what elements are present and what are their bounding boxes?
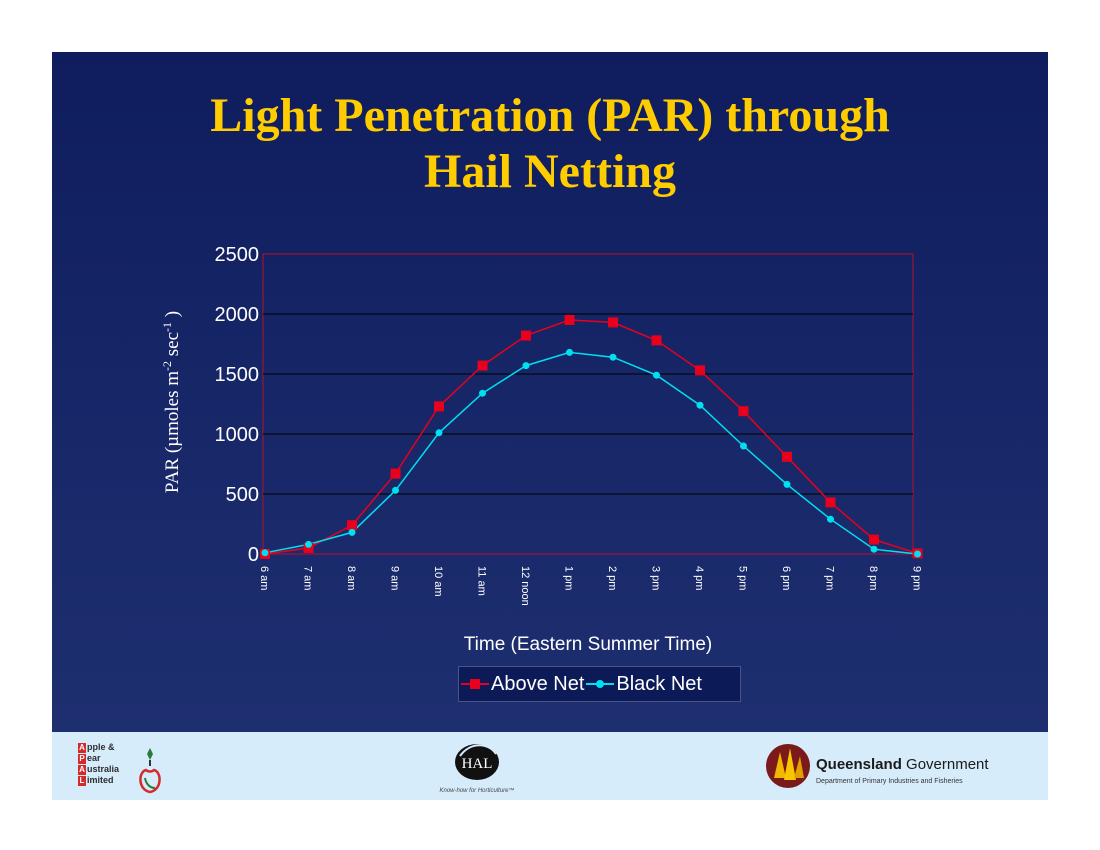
- legend-item-black-net: Black Net: [586, 673, 702, 696]
- data-point-black-net: [696, 401, 704, 409]
- data-point-above-net: [782, 451, 792, 462]
- x-tick-label: 5 pm: [737, 566, 749, 590]
- data-point-above-net: [303, 543, 314, 553]
- series-line-black-net: [264, 351, 918, 555]
- data-point-black-net: [348, 528, 356, 536]
- slide-title: Light Penetration (PAR) through Hail Net…: [52, 88, 1048, 200]
- x-tick-label: 7 am: [302, 566, 314, 590]
- chart-legend: Above Net Black Net: [458, 666, 741, 702]
- series-line-above-net: [264, 319, 918, 555]
- data-point-above-net: [521, 330, 531, 341]
- data-point-black-net: [479, 389, 486, 397]
- hal-oval-icon: HAL: [455, 744, 499, 780]
- data-point-black-net: [914, 550, 921, 558]
- hal-tagline: Know-how for Horticulture™: [439, 788, 515, 794]
- y-axis-ticks: 0 500 1000 1500 2000 2500: [215, 244, 260, 566]
- x-tick-label: 11 am: [476, 566, 488, 596]
- x-tick-label: 9 am: [389, 566, 401, 590]
- x-tick-label: 6 am: [258, 566, 270, 590]
- data-point-above-net: [347, 520, 357, 531]
- data-point-black-net: [827, 515, 834, 523]
- slide-background: Light Penetration (PAR) through Hail Net…: [52, 52, 1048, 732]
- data-point-above-net: [695, 365, 705, 376]
- y-tick-label: 1000: [215, 424, 260, 446]
- x-tick-label: 7 pm: [824, 566, 836, 590]
- queensland-government-logo: Queensland Government Department of Prim…: [764, 736, 1034, 796]
- data-point-black-net: [392, 486, 399, 494]
- y-tick-label: 2000: [215, 304, 260, 326]
- x-tick-label: 8 am: [345, 566, 357, 590]
- plot-area: [262, 253, 914, 555]
- legend-item-above-net: Above Net: [461, 673, 584, 696]
- gridlines: [263, 313, 913, 495]
- data-point-above-net: [738, 406, 749, 417]
- queensland-government-wordmark: Queensland Government: [816, 756, 989, 773]
- data-point-black-net: [609, 353, 617, 361]
- y-tick-label: 500: [226, 484, 259, 506]
- data-point-black-net: [305, 540, 312, 548]
- y-axis-title: PAR (µmoles m-2 sec-1 ): [160, 311, 183, 493]
- data-point-above-net: [869, 534, 879, 545]
- x-axis-ticks: 6 am 7 am 8 am 9 am 10 am 11 am 12 noon 1 pm 2 p…: [258, 566, 923, 606]
- x-tick-label: 8 pm: [867, 566, 879, 590]
- series-markers: [260, 315, 923, 559]
- slide-title-line-2: Hail Netting: [424, 145, 676, 198]
- hal-logo: HAL Know-how for Horticulture™: [422, 738, 532, 798]
- data-point-black-net: [566, 348, 573, 356]
- legend-label-black-net: Black Net: [616, 672, 702, 695]
- x-tick-label: 3 pm: [650, 566, 662, 590]
- data-point-above-net: [608, 317, 618, 328]
- x-tick-label: 12 noon: [519, 566, 531, 606]
- apple-pear-icon: [139, 748, 161, 794]
- data-point-above-net: [434, 401, 444, 412]
- legend-swatch-black-net: [586, 677, 615, 691]
- par-line-chart: 0 500 1000 1500 2000 2500 6 am 7 am 8 am 9 am 10 …: [160, 244, 923, 655]
- legend-swatch-above-net: [461, 677, 489, 691]
- series-lines: [264, 319, 918, 555]
- data-point-black-net: [435, 429, 443, 437]
- x-tick-label: 9 pm: [911, 566, 923, 590]
- data-point-above-net: [564, 315, 575, 325]
- data-point-black-net: [653, 371, 660, 379]
- data-point-black-net: [740, 442, 747, 450]
- svg-text:HAL: HAL: [462, 756, 493, 772]
- y-tick-label: 0: [248, 544, 259, 566]
- data-point-above-net: [477, 360, 488, 371]
- data-point-above-net: [825, 497, 836, 508]
- x-axis-title: Time (Eastern Summer Time): [464, 634, 712, 655]
- data-point-above-net: [651, 335, 662, 346]
- y-tick-label: 2500: [215, 244, 260, 266]
- data-point-black-net: [870, 545, 878, 553]
- x-tick-label: 2 pm: [606, 566, 618, 590]
- legend-label-above-net: Above Net: [491, 672, 585, 695]
- x-tick-label: 1 pm: [563, 566, 575, 590]
- x-tick-label: 6 pm: [780, 566, 792, 590]
- x-tick-label: 10 am: [432, 566, 444, 597]
- queensland-crest-icon: [766, 744, 810, 788]
- data-point-black-net: [261, 549, 269, 557]
- slide-title-line-1: Light Penetration (PAR) through: [210, 89, 890, 142]
- y-tick-label: 1500: [215, 364, 260, 386]
- data-point-black-net: [783, 480, 791, 488]
- data-point-above-net: [390, 468, 401, 479]
- x-tick-label: 4 pm: [693, 566, 705, 590]
- department-name: Department of Primary Industries and Fis…: [816, 778, 963, 785]
- data-point-black-net: [522, 362, 530, 370]
